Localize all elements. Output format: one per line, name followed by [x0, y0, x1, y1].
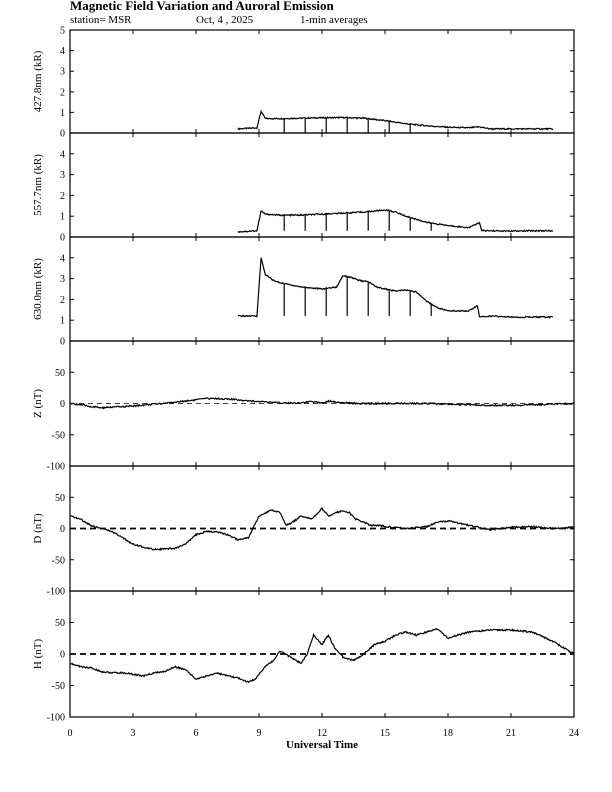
series-line: [237, 109, 554, 131]
series-line: [237, 257, 554, 319]
y-tick-label: 3: [60, 274, 65, 285]
x-tick-label: 6: [194, 728, 199, 739]
y-axis-label: 557.7nm (kR): [32, 154, 44, 216]
y-tick-label: 0: [60, 337, 65, 348]
y-tick-label: 2: [60, 295, 65, 306]
x-tick-label: 0: [68, 728, 73, 739]
y-tick-label: -100: [47, 462, 65, 473]
date-label: Oct, 4 , 2025: [196, 14, 254, 26]
panel-4278nm: 0 1 2 3 4 5 427.8nm (kR): [32, 26, 575, 140]
x-tick-label: 3: [131, 728, 136, 739]
x-tick-label: 24: [569, 728, 579, 739]
y-tick-label: -50: [52, 430, 65, 441]
y-tick-label: 0: [60, 129, 65, 140]
y-tick-label: -50: [52, 555, 65, 566]
y-tick-label: 0: [60, 399, 65, 410]
y-tick-label: 0: [60, 650, 65, 661]
x-tick-label: 21: [506, 728, 516, 739]
y-tick-label: -100: [47, 587, 65, 598]
y-tick-label: 0: [60, 524, 65, 535]
panel-5577nm: 0 1 2 3 4 557.7nm (kR): [32, 132, 575, 244]
panel-frame: [69, 132, 575, 238]
series-line: [70, 628, 575, 684]
y-axis-label: H (nT): [32, 639, 44, 670]
y-tick-label: 1: [60, 316, 65, 327]
series-line: [237, 209, 554, 233]
series-line: [69, 506, 575, 552]
y-axis-label: 427.8nm (kR): [32, 50, 44, 112]
y-axis-label: 630.0nm (kR): [32, 258, 44, 320]
y-tick-label: 4: [60, 46, 65, 57]
series-line: [69, 397, 575, 410]
y-axis-label: Z (nT): [32, 389, 44, 418]
y-tick-label: 50: [55, 368, 65, 379]
y-tick-label: 1: [60, 212, 65, 223]
panel-h: -100 -50 0 50 H (nT): [32, 590, 575, 724]
y-tick-label: -50: [52, 681, 65, 692]
averaging-label: 1-min averages: [300, 14, 368, 26]
y-tick-label: 50: [55, 618, 65, 629]
x-tick-label: 15: [380, 728, 390, 739]
y-tick-label: 0: [60, 233, 65, 244]
y-tick-label: 50: [55, 493, 65, 504]
panel-z: -100 -50 0 50 Z (nT): [32, 340, 575, 473]
y-tick-label: -100: [47, 713, 65, 724]
y-tick-label: 4: [60, 253, 65, 264]
x-tick-label: 12: [317, 728, 327, 739]
y-tick-label: 2: [60, 87, 65, 98]
chart-title: Magnetic Field Variation and Auroral Emi…: [70, 0, 335, 13]
panel-d: -100 -50 0 50 D (nT): [32, 465, 575, 598]
panel-6300nm: 0 1 2 3 4 630.0nm (kR): [32, 236, 575, 348]
y-tick-label: 1: [60, 108, 65, 119]
x-tick-label: 9: [257, 728, 262, 739]
station-label: station= MSR: [70, 14, 132, 26]
y-tick-label: 2: [60, 191, 65, 202]
y-tick-label: 4: [60, 149, 65, 160]
x-axis-label: Universal Time: [286, 739, 358, 751]
y-axis-label: D (nT): [32, 513, 44, 544]
y-tick-label: 5: [60, 26, 65, 37]
y-tick-label: 3: [60, 170, 65, 181]
x-tick-label: 18: [443, 728, 453, 739]
y-tick-label: 3: [60, 67, 65, 78]
